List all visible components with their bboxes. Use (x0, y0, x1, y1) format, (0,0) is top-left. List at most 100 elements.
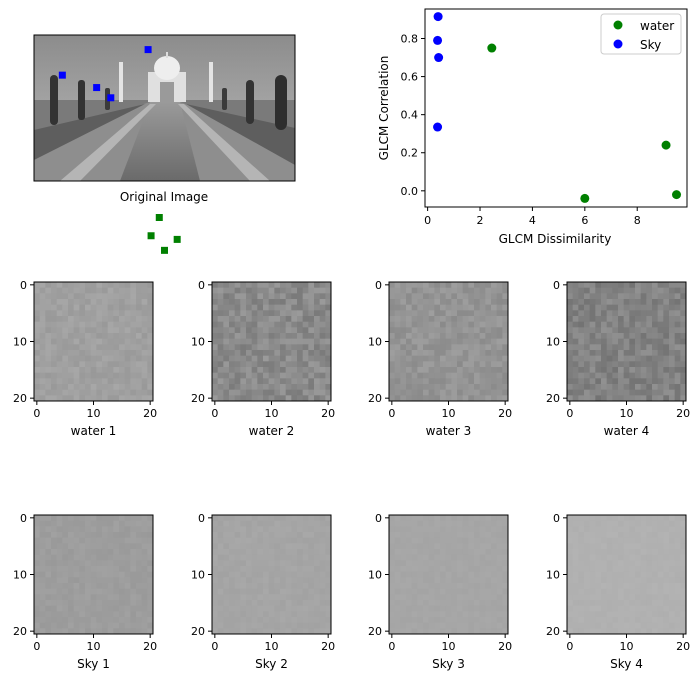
patch-cell (445, 361, 452, 368)
patch-cell (319, 628, 326, 635)
patch-cell (223, 549, 230, 556)
patch-cell (223, 282, 230, 289)
patch-cell (680, 588, 687, 595)
patch-cell (39, 560, 46, 567)
patch-cell (90, 594, 97, 601)
patch-cell (578, 355, 585, 362)
patch-cell (468, 611, 475, 618)
patch-cell (246, 560, 253, 567)
patch-cell (640, 532, 647, 539)
patch-cell (96, 316, 103, 323)
patch-cell (297, 594, 304, 601)
patch-cell (618, 338, 625, 345)
patch-cell (635, 321, 642, 328)
patch-cell (657, 361, 664, 368)
patch-cell (96, 571, 103, 578)
patch-cell (291, 361, 298, 368)
patch-cell (652, 628, 659, 635)
patch-cell (229, 350, 236, 357)
patch-cell (468, 549, 475, 556)
patch-cell (457, 560, 464, 567)
patch-cell (663, 338, 670, 345)
patch-cell (107, 333, 114, 340)
patch-cell (434, 537, 441, 544)
patch-cell (618, 372, 625, 379)
patch-cell (601, 327, 608, 334)
patch-cell (263, 344, 270, 351)
patch-cell (479, 327, 486, 334)
patch-cell (297, 566, 304, 573)
patch-cell (79, 520, 86, 527)
patch-cell (34, 622, 41, 629)
patch-cell (612, 321, 619, 328)
patch-cell (246, 287, 253, 294)
patch-cell (136, 549, 143, 556)
patch-cell (85, 378, 92, 385)
patch-cell (85, 594, 92, 601)
patch-cell (229, 560, 236, 567)
patch-cell (263, 532, 270, 539)
patch-cell (389, 372, 396, 379)
patch-cell (612, 299, 619, 306)
patch-cell (502, 577, 509, 584)
patch-cell (234, 378, 241, 385)
patch-cell (130, 355, 137, 362)
patch-cell (601, 378, 608, 385)
patch-cell (229, 628, 236, 635)
patch-cell (102, 384, 109, 391)
patch-cell (229, 338, 236, 345)
patch-cell (389, 316, 396, 323)
patch-cell (102, 583, 109, 590)
patch-xtick-label: 0 (566, 407, 573, 420)
patch-cell (428, 321, 435, 328)
patch-cell (646, 355, 653, 362)
patch-cell (212, 577, 219, 584)
patch-cell (285, 361, 292, 368)
patch-cell (107, 588, 114, 595)
patch-cell (445, 537, 452, 544)
patch-cell (246, 344, 253, 351)
patch-cell (646, 299, 653, 306)
patch-cell (223, 367, 230, 374)
patch-cell (113, 310, 120, 317)
patch-cell (147, 628, 154, 635)
patch-cell (263, 577, 270, 584)
patch-cell (285, 520, 292, 527)
patch-cell (618, 554, 625, 561)
patch-cell (445, 543, 452, 550)
patch-cell (635, 520, 642, 527)
patch-cell (246, 299, 253, 306)
patch-cell (457, 361, 464, 368)
patch-cell (119, 321, 126, 328)
patch-cell (394, 372, 401, 379)
patch-cell (325, 344, 332, 351)
scatter-xtick-label: 2 (477, 214, 484, 227)
patch-cell (657, 515, 664, 522)
patch-cell (417, 304, 424, 311)
patch-cell (263, 537, 270, 544)
patch-cell (85, 384, 92, 391)
patch-cell (606, 372, 613, 379)
patch-cell (124, 299, 131, 306)
patch-cell (428, 378, 435, 385)
patch-cell (578, 378, 585, 385)
patch-cell (601, 338, 608, 345)
patch-cell (389, 577, 396, 584)
patch-cell (229, 316, 236, 323)
patch-cell (56, 515, 63, 522)
patch-cell (246, 594, 253, 601)
patch-cell (618, 293, 625, 300)
scatter-ytick-label: 0.4 (401, 109, 419, 122)
patch-cell (51, 554, 58, 561)
patch-cell (234, 583, 241, 590)
patch-cell (68, 395, 75, 402)
patch-cell (669, 287, 676, 294)
patch-cell (394, 355, 401, 362)
patch-cell (451, 321, 458, 328)
patch-cell (394, 520, 401, 527)
patch-cell (669, 310, 676, 317)
patch-cell (68, 287, 75, 294)
patch-cell (669, 395, 676, 402)
patch-cell (423, 583, 430, 590)
patch-cell (308, 560, 315, 567)
